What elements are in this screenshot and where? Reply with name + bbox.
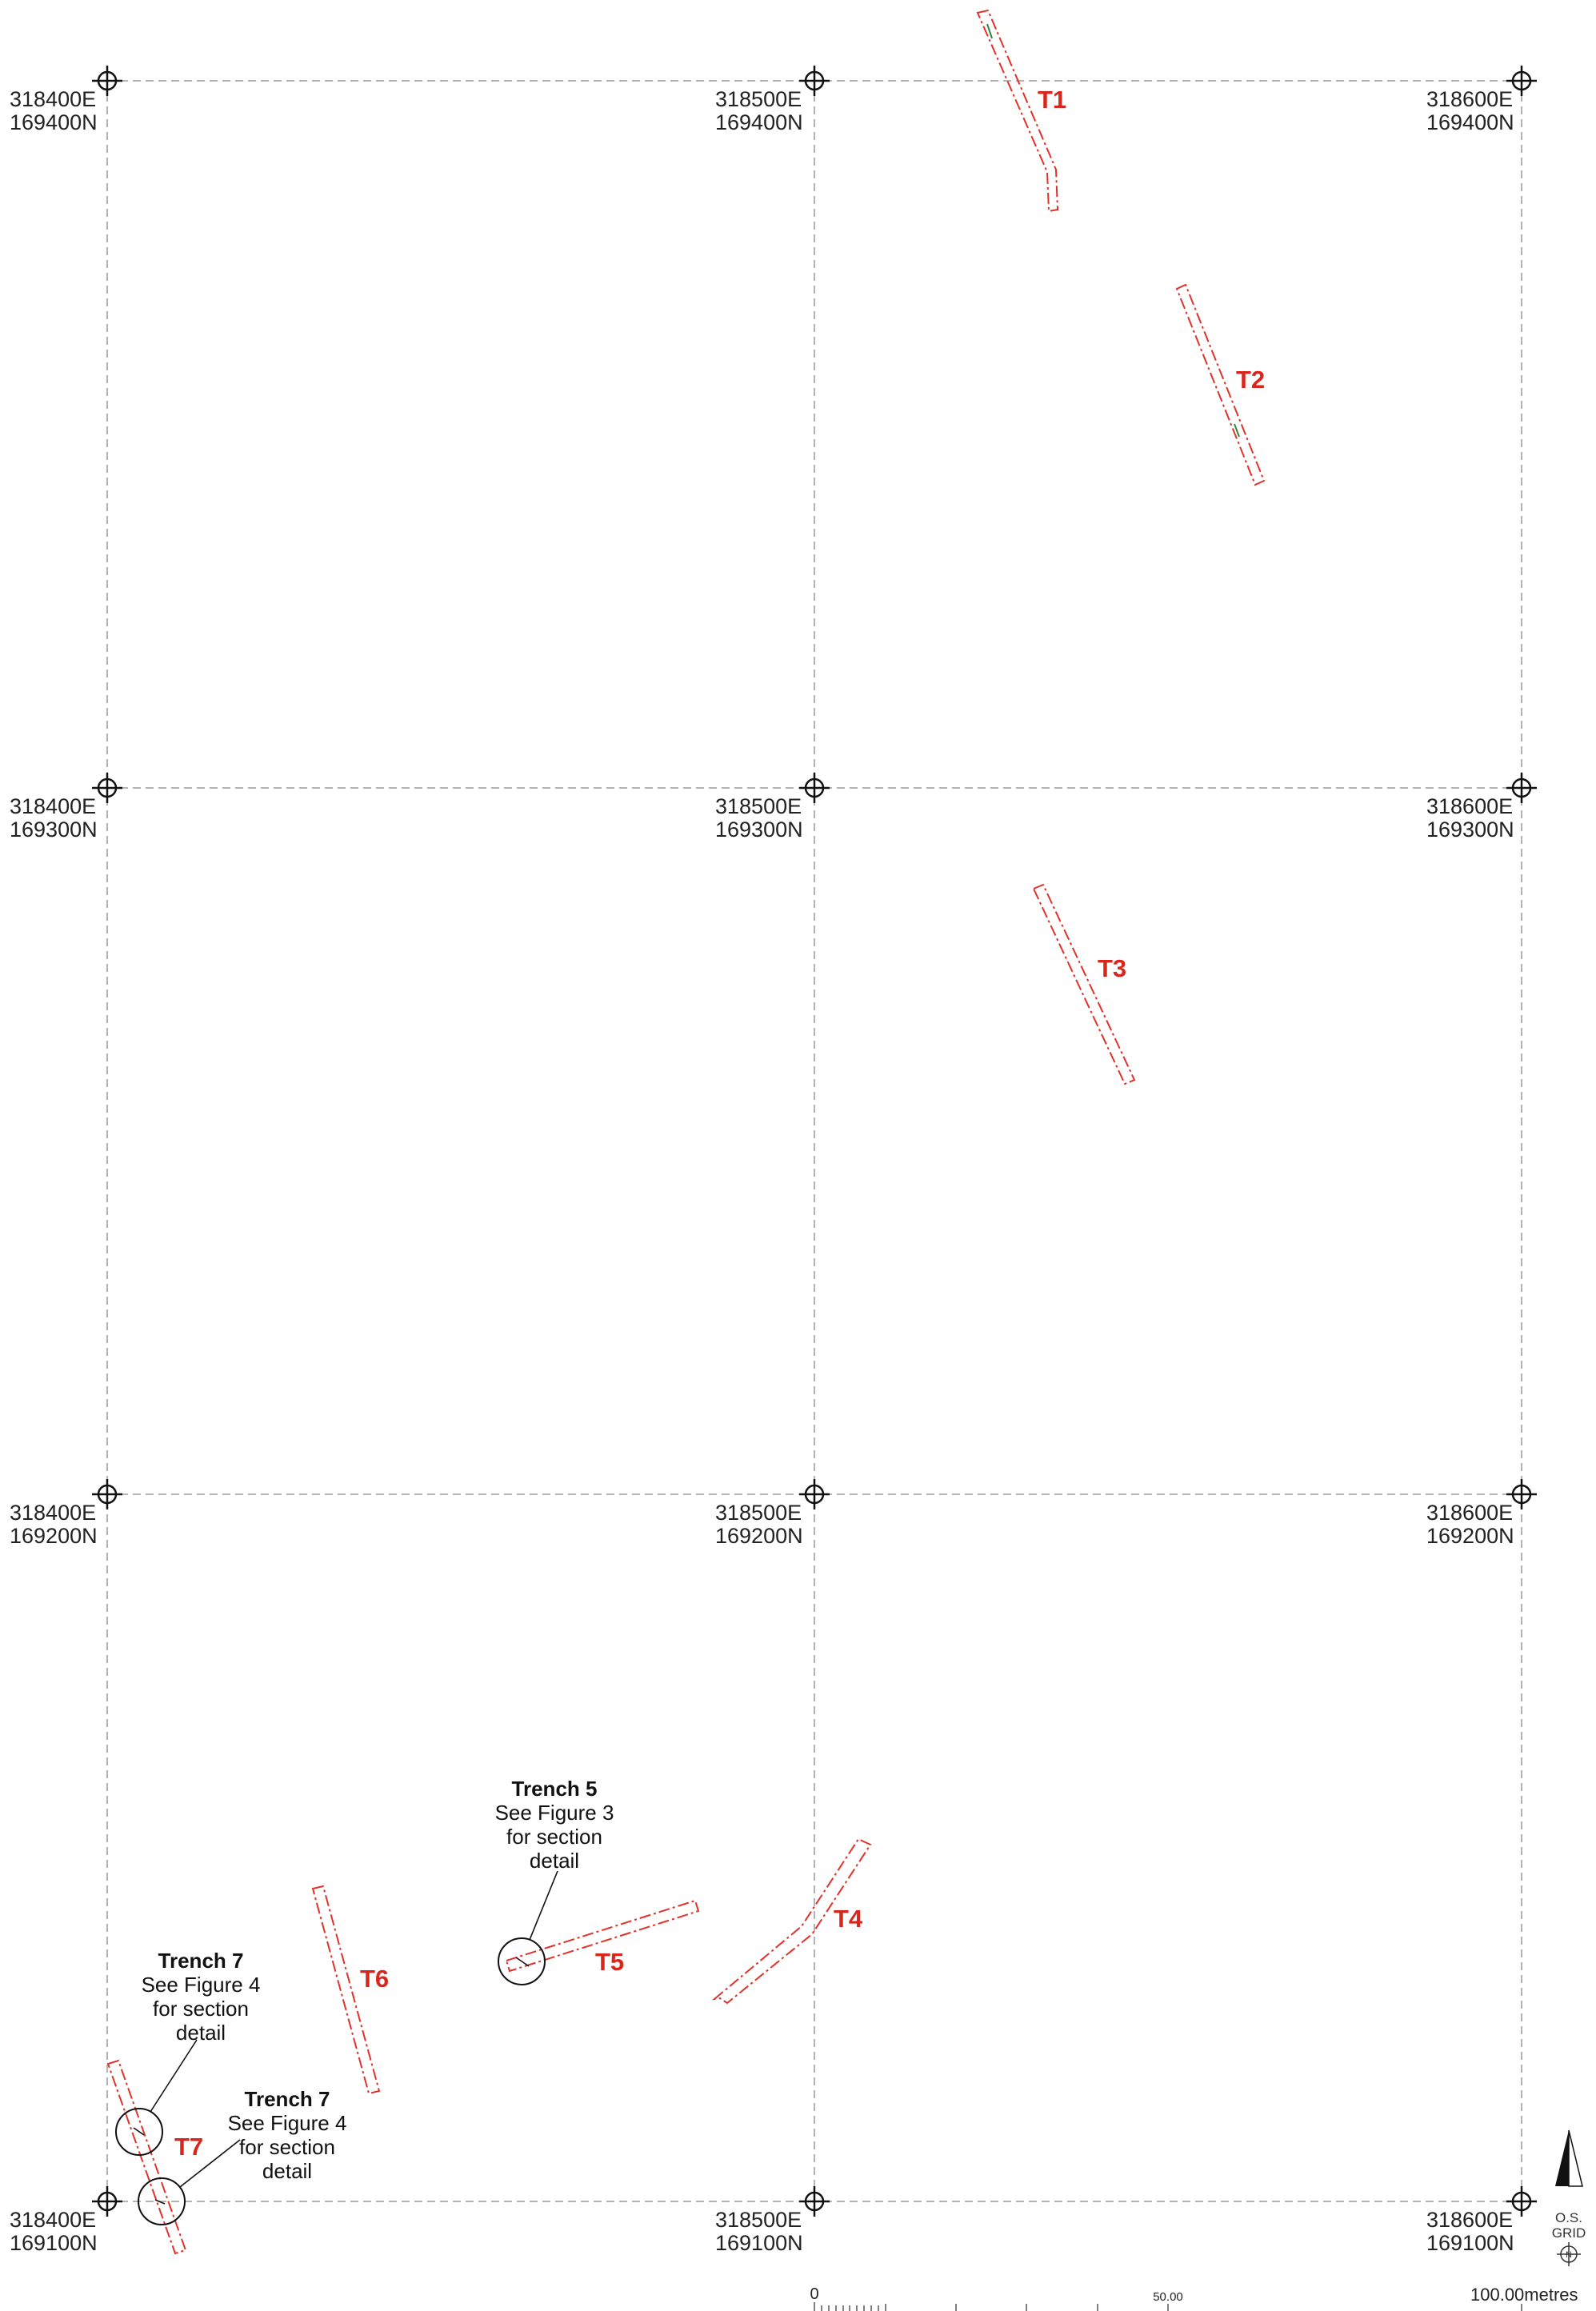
- easting-label: 318500E: [715, 1501, 802, 1525]
- grid-markers: [92, 66, 1537, 2217]
- callout-leader: [150, 2039, 198, 2113]
- northing-label: 169200N: [715, 1524, 803, 1548]
- trench-outlines: [106, 9, 1266, 2255]
- scale-bar: 0 50.00 100.00metres: [810, 2285, 1578, 2311]
- grid-crosshair-icon: [799, 66, 830, 96]
- scale-mid-label: 50.00: [1153, 2290, 1183, 2304]
- callout-leader: [179, 2139, 241, 2188]
- easting-label: 318400E: [10, 87, 96, 111]
- callout-title: Trench 7: [158, 1949, 244, 1973]
- callout-title: Trench 5: [512, 1777, 598, 1801]
- callout-line: detail: [262, 2159, 312, 2183]
- scale-start-label: 0: [810, 2285, 818, 2303]
- trench-labels: T1 T2 T3 T4 T5 T6 T7: [174, 86, 1265, 2161]
- grid-crosshair-icon: [799, 773, 830, 803]
- callout-texts: Trench 5 See Figure 3 for section detail…: [142, 1777, 614, 2183]
- northing-label: 169100N: [715, 2231, 803, 2255]
- northing-label: 169300N: [715, 818, 803, 842]
- grid-crosshair-icon: [92, 1479, 122, 1509]
- trench-label-t3: T3: [1098, 954, 1126, 982]
- northing-label: 169200N: [1426, 1524, 1514, 1548]
- easting-label: 318400E: [10, 794, 96, 818]
- section-mark: [154, 2199, 166, 2205]
- feature-mark: [986, 23, 993, 39]
- grid-crosshair-icon: [1506, 2186, 1537, 2217]
- northing-label: 169400N: [1426, 110, 1514, 134]
- callout-markers: [115, 1870, 558, 2225]
- callout-line: for section: [239, 2135, 335, 2159]
- grid-crosshair-icon: [1506, 1479, 1537, 1509]
- feature-mark: [1234, 423, 1240, 438]
- callout-circle-trench7-south: [138, 2177, 186, 2225]
- easting-label: 318500E: [715, 794, 802, 818]
- north-badge-text: N: [1566, 2250, 1572, 2260]
- northing-label: 169300N: [1426, 818, 1514, 842]
- north-arrow-label: GRID: [1552, 2225, 1586, 2241]
- northing-label: 169100N: [10, 2231, 98, 2255]
- callout-line: for section: [506, 1825, 602, 1849]
- callout-circle-trench5: [498, 1937, 546, 1985]
- trench-label-t4: T4: [834, 1905, 863, 1933]
- trench-label-t7: T7: [174, 2133, 203, 2161]
- north-arrow-icon: [1555, 2130, 1569, 2186]
- trench-outline-t3: [1032, 883, 1136, 1086]
- callout-line: See Figure 4: [228, 2111, 347, 2135]
- trench-label-t6: T6: [360, 1965, 389, 1993]
- section-mark: [515, 1957, 530, 1967]
- grid-labels: 318400E 169400N 318500E 169400N 318600E …: [10, 87, 1514, 2255]
- grid-crosshair-icon: [1506, 66, 1537, 96]
- northing-label: 169300N: [10, 818, 98, 842]
- trench-outline-t5: [505, 1899, 700, 1973]
- grid-lines: [106, 80, 1522, 2202]
- grid-crosshair-icon: [92, 773, 122, 803]
- easting-label: 318400E: [10, 2208, 96, 2232]
- trench-outline-t2: [1175, 283, 1266, 486]
- north-arrow: O.S. GRID N: [1552, 2129, 1586, 2266]
- grid-crosshair-icon: [1506, 773, 1537, 803]
- callout-line: detail: [530, 1849, 579, 1873]
- northing-label: 169400N: [715, 110, 803, 134]
- grid-crosshair-icon: [92, 66, 122, 96]
- section-mark: [133, 2127, 145, 2136]
- scale-end-label: 100.00metres: [1470, 2285, 1578, 2305]
- callout-line: detail: [176, 2021, 226, 2045]
- easting-label: 318600E: [1426, 1501, 1513, 1525]
- trench-outline-t6: [311, 1885, 381, 2095]
- trench-outline-t1: [976, 9, 1059, 213]
- northing-label: 169200N: [10, 1524, 98, 1548]
- northing-label: 169400N: [10, 110, 98, 134]
- grid-crosshair-icon: [92, 2186, 122, 2217]
- easting-label: 318500E: [715, 87, 802, 111]
- trench-label-t1: T1: [1038, 86, 1066, 114]
- easting-label: 318500E: [715, 2208, 802, 2232]
- northing-label: 169100N: [1426, 2231, 1514, 2255]
- north-arrow-label: O.S.: [1555, 2210, 1582, 2225]
- callout-line: for section: [153, 1997, 249, 2021]
- callout-line: See Figure 4: [142, 1973, 261, 1997]
- callout-line: See Figure 3: [495, 1801, 614, 1825]
- grid-crosshair-icon: [799, 1479, 830, 1509]
- north-arrow-outline: [1568, 2129, 1583, 2187]
- callout-title: Trench 7: [245, 2087, 330, 2111]
- trench-outline-t7: [106, 2059, 187, 2255]
- trench-label-t5: T5: [595, 1948, 624, 1976]
- easting-label: 318600E: [1426, 2208, 1513, 2232]
- trench-label-t2: T2: [1236, 366, 1265, 394]
- callout-leader: [529, 1870, 558, 1941]
- trench-outline-t4: [711, 1837, 872, 2005]
- callout-circle-trench7-north: [115, 2108, 163, 2156]
- easting-label: 318400E: [10, 1501, 96, 1525]
- easting-label: 318600E: [1426, 794, 1513, 818]
- easting-label: 318600E: [1426, 87, 1513, 111]
- grid-crosshair-icon: [799, 2186, 830, 2217]
